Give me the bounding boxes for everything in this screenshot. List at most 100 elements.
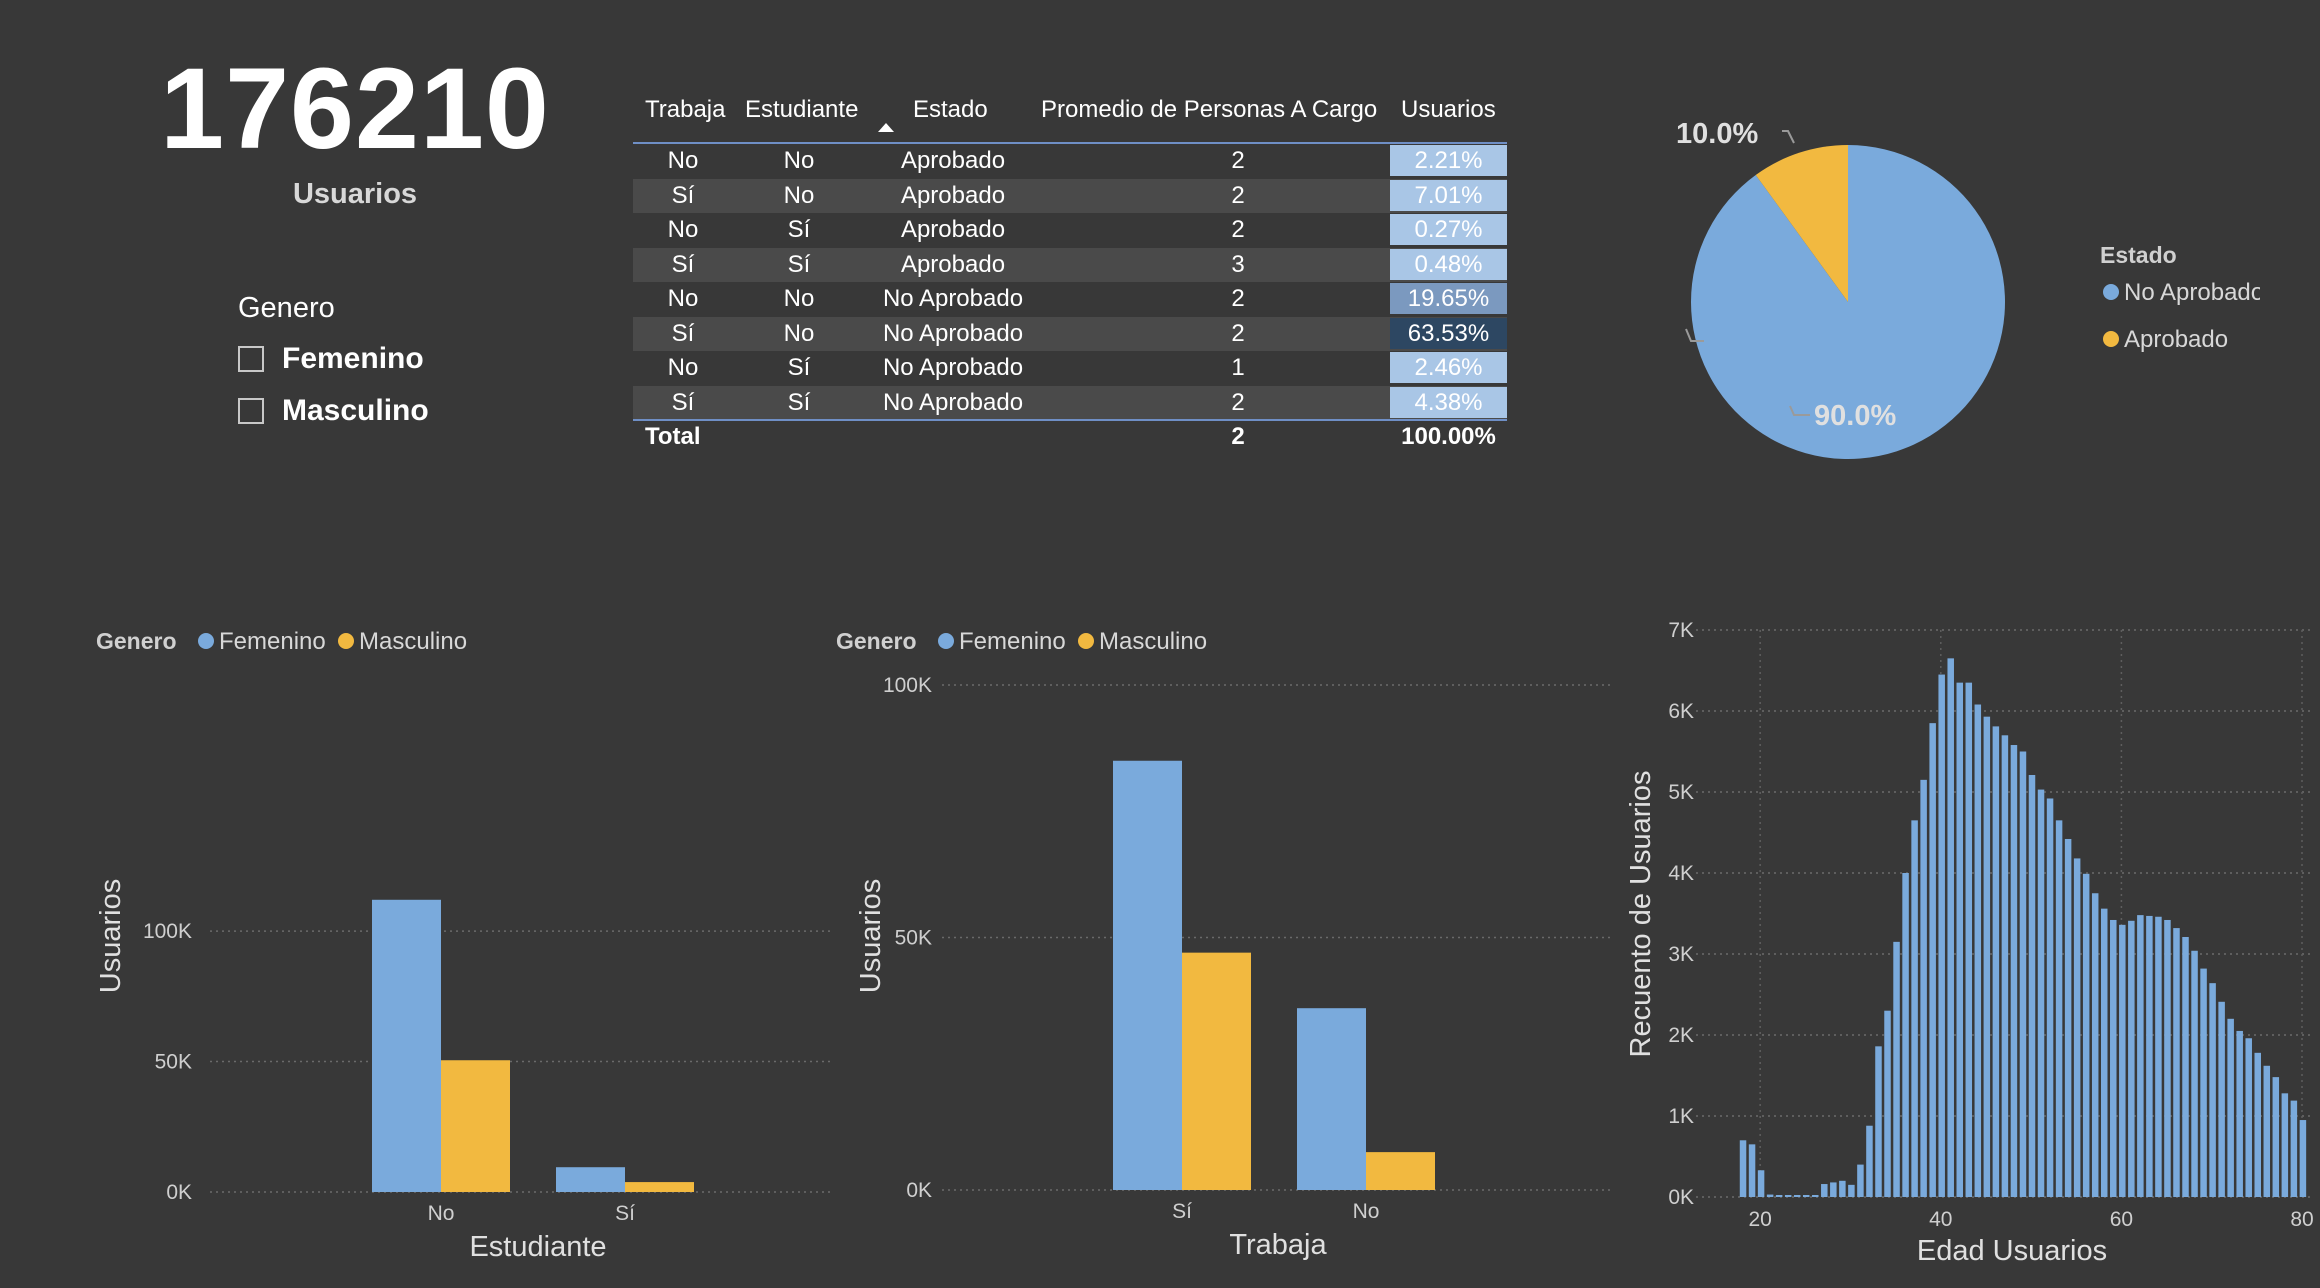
histogram-bar[interactable] xyxy=(2218,1001,2225,1197)
histogram-bar[interactable] xyxy=(1775,1195,1783,1197)
histogram-bar[interactable] xyxy=(2173,928,2180,1197)
header-promedio[interactable]: Promedio de Personas A Cargo xyxy=(1041,96,1378,123)
histogram-bar[interactable] xyxy=(2191,950,2198,1197)
histogram-bar[interactable] xyxy=(1992,726,2000,1197)
histogram-bar[interactable] xyxy=(2073,858,2081,1197)
y-tick-label: 0K xyxy=(906,1179,932,1202)
slicer-item-femenino[interactable]: Femenino xyxy=(238,342,424,376)
bar-legend-item[interactable]: Masculino xyxy=(359,628,467,655)
histogram-bar[interactable] xyxy=(1965,682,1973,1197)
bar-si-masculino[interactable] xyxy=(625,1182,694,1192)
pie-slice-aprobado[interactable] xyxy=(1755,145,1848,302)
histogram-bar[interactable] xyxy=(2064,838,2072,1197)
bar-no-femenino[interactable] xyxy=(1297,1008,1366,1190)
histogram-bar[interactable] xyxy=(1866,1125,1873,1197)
leader-line-no-aprobado xyxy=(1789,405,1810,416)
histogram-bar[interactable] xyxy=(2164,919,2171,1197)
histogram-bar[interactable] xyxy=(2272,1077,2280,1197)
checkbox-masculino[interactable] xyxy=(238,398,264,424)
histogram-bar[interactable] xyxy=(1911,820,1918,1197)
histogram-bar[interactable] xyxy=(1821,1184,1828,1197)
histogram-bar[interactable] xyxy=(2119,924,2126,1197)
histogram-bar[interactable] xyxy=(2046,798,2054,1197)
bar-legend-item[interactable]: Femenino xyxy=(959,628,1066,655)
histogram-bar[interactable] xyxy=(1830,1182,1837,1197)
histogram-bar[interactable] xyxy=(1956,682,1964,1197)
histogram-bar[interactable] xyxy=(1893,941,1900,1197)
histogram-bar[interactable] xyxy=(2028,774,2036,1197)
bar-no-masculino[interactable] xyxy=(441,1060,510,1192)
histogram-bar[interactable] xyxy=(1902,873,1909,1197)
histogram-bar[interactable] xyxy=(2236,1030,2243,1197)
pie-legend-item[interactable]: No Aprobado xyxy=(2124,279,2260,306)
bar-si-femenino[interactable] xyxy=(1113,760,1182,1190)
histogram-bar[interactable] xyxy=(2182,936,2189,1197)
table-row[interactable]: Sí No Aprobado 2 7.01% xyxy=(633,178,1507,213)
table-row[interactable]: Sí No No Aprobado 2 63.53% xyxy=(633,316,1507,351)
table-row[interactable]: No No Aprobado 2 2.21% xyxy=(633,144,1507,179)
bar-no-femenino[interactable] xyxy=(372,899,441,1192)
histogram-bar[interactable] xyxy=(2110,919,2117,1197)
histogram-bar[interactable] xyxy=(1748,1144,1756,1197)
histogram-bar[interactable] xyxy=(1983,716,1991,1197)
histogram-bar[interactable] xyxy=(1784,1195,1792,1197)
table-row[interactable]: No Sí Aprobado 2 0.27% xyxy=(633,213,1507,248)
pie-slice-no-aprobado[interactable] xyxy=(1691,145,2005,460)
header-usuarios[interactable]: Usuarios xyxy=(1401,96,1496,123)
histogram-bar[interactable] xyxy=(2037,789,2045,1197)
histogram-bar[interactable] xyxy=(2227,1018,2234,1197)
histogram-bar[interactable] xyxy=(1812,1195,1819,1197)
histogram-bar[interactable] xyxy=(2001,735,2009,1197)
histogram-bar[interactable] xyxy=(1884,1010,1891,1197)
histogram-bar[interactable] xyxy=(1739,1140,1747,1197)
histogram-bar[interactable] xyxy=(2091,893,2099,1197)
histogram-bar[interactable] xyxy=(2155,916,2162,1197)
bar-legend-item[interactable]: Masculino xyxy=(1099,628,1207,655)
histogram-bar[interactable] xyxy=(2146,915,2153,1197)
histogram-bar[interactable] xyxy=(1793,1195,1801,1197)
pie-legend-item[interactable]: Aprobado xyxy=(2124,326,2228,353)
header-estado[interactable]: Estado xyxy=(913,96,988,123)
sort-ascending-icon xyxy=(878,123,894,132)
histogram-bar[interactable] xyxy=(2010,745,2018,1197)
bar-si-femenino[interactable] xyxy=(556,1167,625,1192)
table-row[interactable]: Sí Sí No Aprobado 2 4.38% xyxy=(633,385,1507,420)
histogram-bar[interactable] xyxy=(2137,915,2144,1197)
histogram-bar[interactable] xyxy=(1766,1194,1774,1197)
histogram-bar[interactable] xyxy=(1875,1046,1882,1197)
histogram-bar[interactable] xyxy=(1848,1184,1855,1197)
bar-legend-item[interactable]: Femenino xyxy=(219,628,326,655)
table-row[interactable]: No No No Aprobado 2 19.65% xyxy=(633,282,1507,317)
histogram-bar[interactable] xyxy=(2290,1100,2298,1197)
bar-no-masculino[interactable] xyxy=(1366,1152,1435,1190)
x-axis-title: Estudiante xyxy=(469,1231,606,1263)
histogram-bar[interactable] xyxy=(1920,779,1927,1197)
table-row[interactable]: Sí Sí Aprobado 3 0.48% xyxy=(633,247,1507,282)
histogram-bar[interactable] xyxy=(2254,1052,2262,1197)
table-row[interactable]: No Sí No Aprobado 1 2.46% xyxy=(633,351,1507,386)
histogram-bar[interactable] xyxy=(1802,1195,1810,1197)
histogram-bar[interactable] xyxy=(2299,1120,2307,1197)
bar-si-masculino[interactable] xyxy=(1182,952,1251,1190)
slicer-item-masculino[interactable]: Masculino xyxy=(238,394,429,428)
histogram-bar[interactable] xyxy=(2245,1038,2252,1197)
histogram-bar[interactable] xyxy=(1947,658,1954,1197)
histogram-bar[interactable] xyxy=(1929,723,1936,1197)
histogram-bar[interactable] xyxy=(2200,968,2207,1197)
histogram-bar[interactable] xyxy=(2263,1065,2271,1197)
histogram-bar[interactable] xyxy=(2209,983,2216,1197)
histogram-bar[interactable] xyxy=(2128,920,2135,1197)
histogram-bar[interactable] xyxy=(2019,751,2027,1198)
histogram-bar[interactable] xyxy=(2281,1093,2289,1197)
histogram-bar[interactable] xyxy=(2082,873,2090,1197)
histogram-bar[interactable] xyxy=(1757,1170,1765,1197)
histogram-bar[interactable] xyxy=(2100,908,2108,1197)
histogram-bar[interactable] xyxy=(1938,674,1945,1197)
header-estudiante[interactable]: Estudiante xyxy=(745,96,859,123)
checkbox-femenino[interactable] xyxy=(238,346,264,372)
histogram-bar[interactable] xyxy=(1974,704,1982,1197)
histogram-bar[interactable] xyxy=(1839,1180,1846,1197)
histogram-bar[interactable] xyxy=(2055,820,2063,1197)
histogram-bar[interactable] xyxy=(1857,1164,1864,1197)
header-trabaja[interactable]: Trabaja xyxy=(645,96,726,123)
